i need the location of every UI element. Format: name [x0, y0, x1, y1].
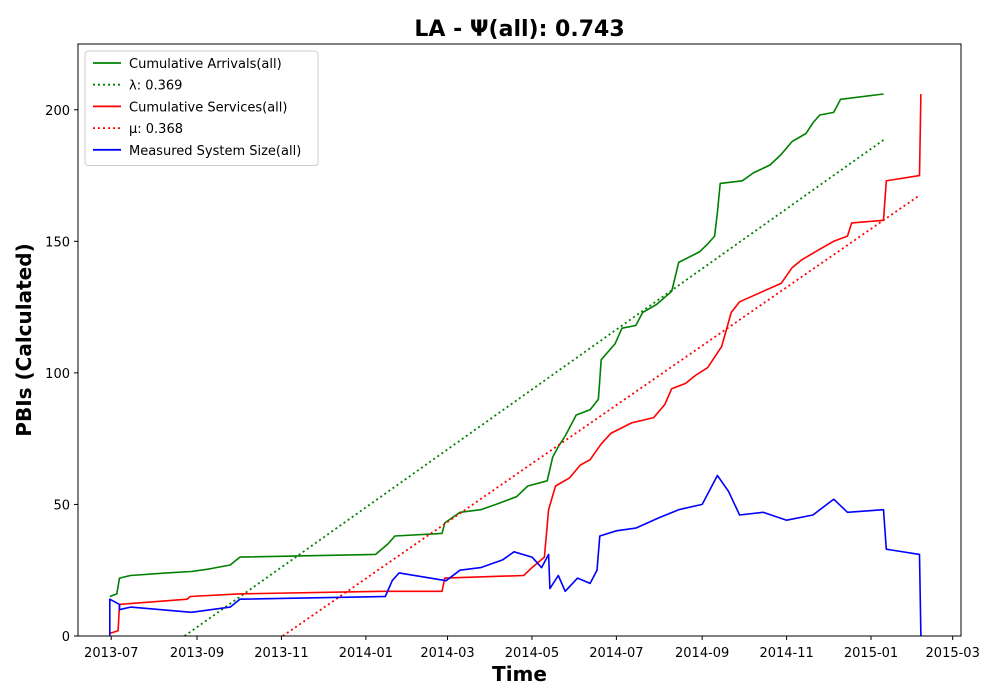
- y-tick-label: 0: [62, 630, 70, 645]
- x-tick-label: 2014-09: [675, 646, 729, 661]
- y-tick-label: 50: [53, 498, 70, 513]
- series-line-measured-system-size-all: [109, 474, 922, 637]
- x-tick-label: 2014-07: [589, 646, 643, 661]
- x-tick-label: 2013-11: [254, 646, 308, 661]
- legend-label: μ: 0.368: [129, 122, 183, 137]
- y-tick-label: 100: [45, 367, 70, 382]
- y-tick-label: 150: [45, 235, 70, 250]
- x-tick-label: 2013-07: [84, 646, 138, 661]
- y-tick-label: 200: [45, 104, 70, 119]
- axis-ticks: 2013-07 2013-09 2013-11 2014-01 2014-03 2014-…: [45, 104, 980, 661]
- legend: Cumulative Arrivals(all) λ: 0.369 Cumulati…: [84, 50, 319, 166]
- series-line-cumulative-services-all: [109, 93, 922, 635]
- x-tick-label: 2014-05: [505, 646, 559, 661]
- y-axis-label: PBIs (Calculated): [12, 243, 36, 436]
- x-tick-label: 2013-09: [170, 646, 224, 661]
- x-tick-label: 2014-11: [759, 646, 813, 661]
- series-lines: [109, 93, 922, 637]
- legend-box: [84, 50, 319, 166]
- legend-label: λ: 0.369: [129, 79, 182, 94]
- legend-label: Measured System Size(all): [129, 144, 301, 159]
- x-axis-label: Time: [492, 662, 547, 686]
- legend-label: Cumulative Arrivals(all): [129, 57, 282, 72]
- plot-frame: [77, 43, 962, 637]
- x-tick-label: 2015-03: [926, 646, 980, 661]
- series-line-0-368: [282, 194, 921, 637]
- legend-label: Cumulative Services(all): [129, 100, 287, 115]
- x-tick-label: 2014-01: [339, 646, 393, 661]
- chart-title: LA - Ψ(all): 0.743: [414, 17, 624, 42]
- x-tick-label: 2015-01: [844, 646, 898, 661]
- series-line-cumulative-arrivals-all: [109, 93, 884, 598]
- x-tick-label: 2014-03: [420, 646, 474, 661]
